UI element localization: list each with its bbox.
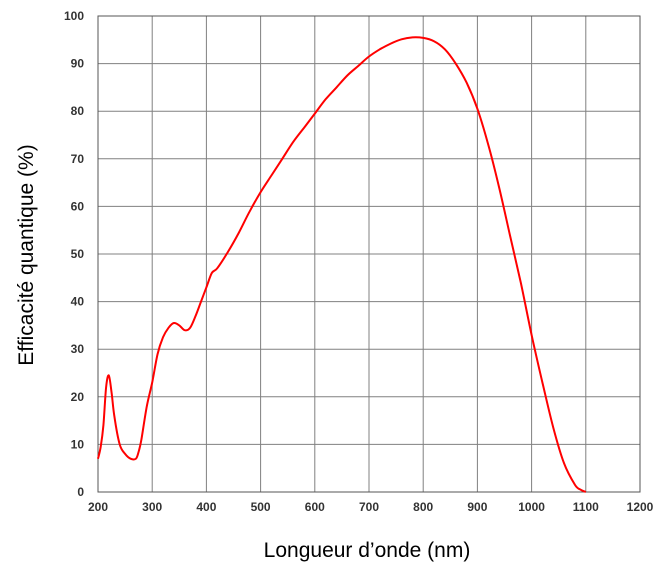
y-tick-label: 90 xyxy=(71,57,85,71)
x-tick-label: 600 xyxy=(305,500,325,514)
y-tick-label: 40 xyxy=(71,295,85,309)
series-layer xyxy=(97,36,587,493)
y-tick-label: 10 xyxy=(71,437,85,451)
y-tick-label: 20 xyxy=(71,390,85,404)
x-tick-label: 400 xyxy=(196,500,216,514)
x-axis-title: Longueur d’onde (nm) xyxy=(264,539,471,562)
y-tick-label: 60 xyxy=(71,199,85,213)
y-tick-label: 100 xyxy=(64,9,84,23)
x-tick-label: 500 xyxy=(251,500,271,514)
y-tick-label: 30 xyxy=(71,342,85,356)
x-tick-label: 900 xyxy=(467,500,487,514)
x-tick-label: 1000 xyxy=(518,500,545,514)
x-tick-label: 1200 xyxy=(627,500,654,514)
x-tick-label: 300 xyxy=(142,500,162,514)
plot-frame xyxy=(97,15,641,493)
y-tick-label: 80 xyxy=(71,104,85,118)
x-tick-label: 700 xyxy=(359,500,379,514)
y-tick-label: 0 xyxy=(77,485,84,499)
x-tick-labels: 200 300 400 500 600 700 800 900 1000 1100 1200 xyxy=(88,500,654,514)
y-tick-labels: 0 10 20 30 40 50 60 70 80 90 100 xyxy=(64,9,84,499)
x-tick-label: 1100 xyxy=(573,500,599,514)
x-tick-label: 200 xyxy=(88,500,108,514)
quantum-efficiency-curve xyxy=(97,36,587,493)
y-tick-label: 70 xyxy=(71,152,85,166)
y-tick-label: 50 xyxy=(71,247,85,261)
x-tick-label: 800 xyxy=(413,500,433,514)
y-axis-title: Efficacité quantique (%) xyxy=(15,144,38,365)
grid xyxy=(97,15,641,493)
